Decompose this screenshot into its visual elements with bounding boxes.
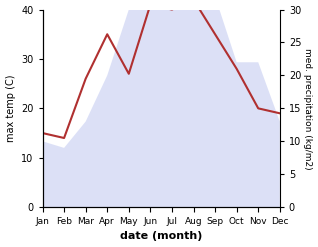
X-axis label: date (month): date (month) <box>120 231 202 242</box>
Y-axis label: med. precipitation (kg/m2): med. precipitation (kg/m2) <box>303 48 313 169</box>
Y-axis label: max temp (C): max temp (C) <box>5 75 16 142</box>
